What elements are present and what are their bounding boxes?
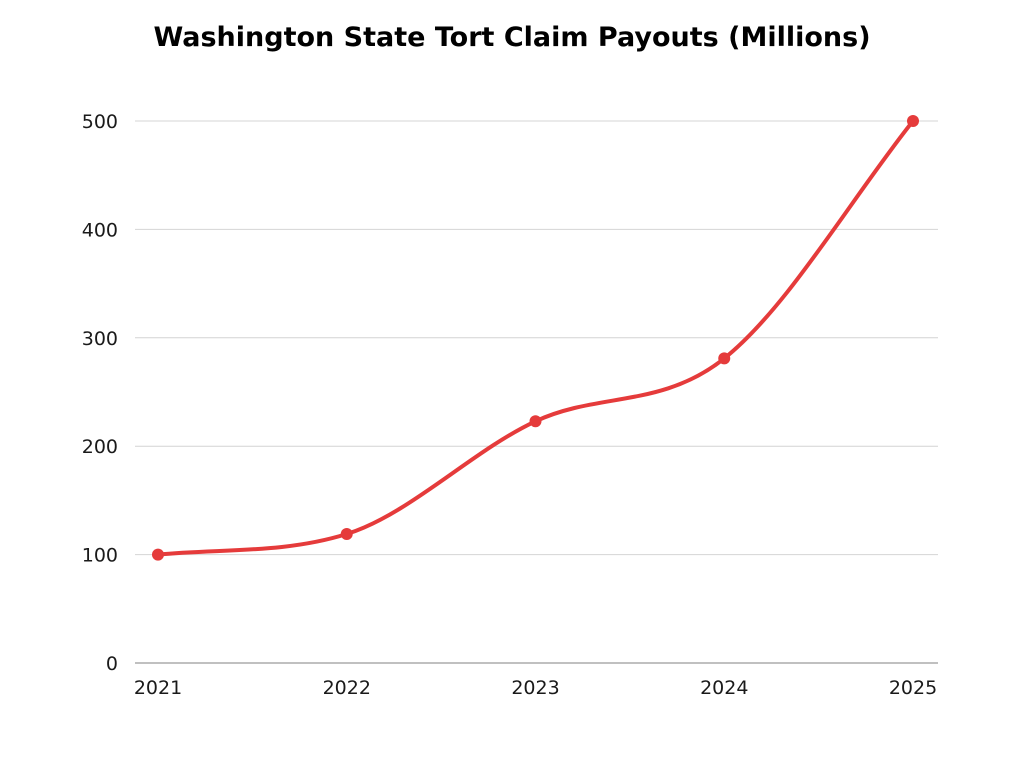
x-tick-label: 2023 [511,677,559,699]
y-axis: 0 100 200 300 400 500 [82,111,118,675]
series-line [156,119,915,557]
x-tick-label: 2021 [134,677,182,699]
y-tick-label: 400 [82,219,118,241]
data-point-2022 [340,528,353,541]
y-tick-label: 100 [82,545,118,567]
y-tick-label: 300 [82,328,118,350]
data-point-2023 [529,415,542,428]
series-layer [156,119,915,557]
gridlines [135,120,938,664]
chart-title: Washington State Tort Claim Payouts (Mil… [153,22,871,53]
data-point-2024 [718,352,731,365]
y-tick-label: 500 [82,111,118,133]
data-points [152,115,919,561]
x-tick-label: 2022 [323,677,371,699]
x-tick-label: 2025 [889,677,937,699]
data-point-2021 [152,548,164,561]
x-tick-label: 2024 [700,677,748,699]
y-tick-label: 200 [82,436,118,458]
y-tick-label: 0 [106,653,118,675]
data-point-2025 [907,115,919,127]
x-axis: 2021 2022 2023 2024 2025 [134,677,937,699]
